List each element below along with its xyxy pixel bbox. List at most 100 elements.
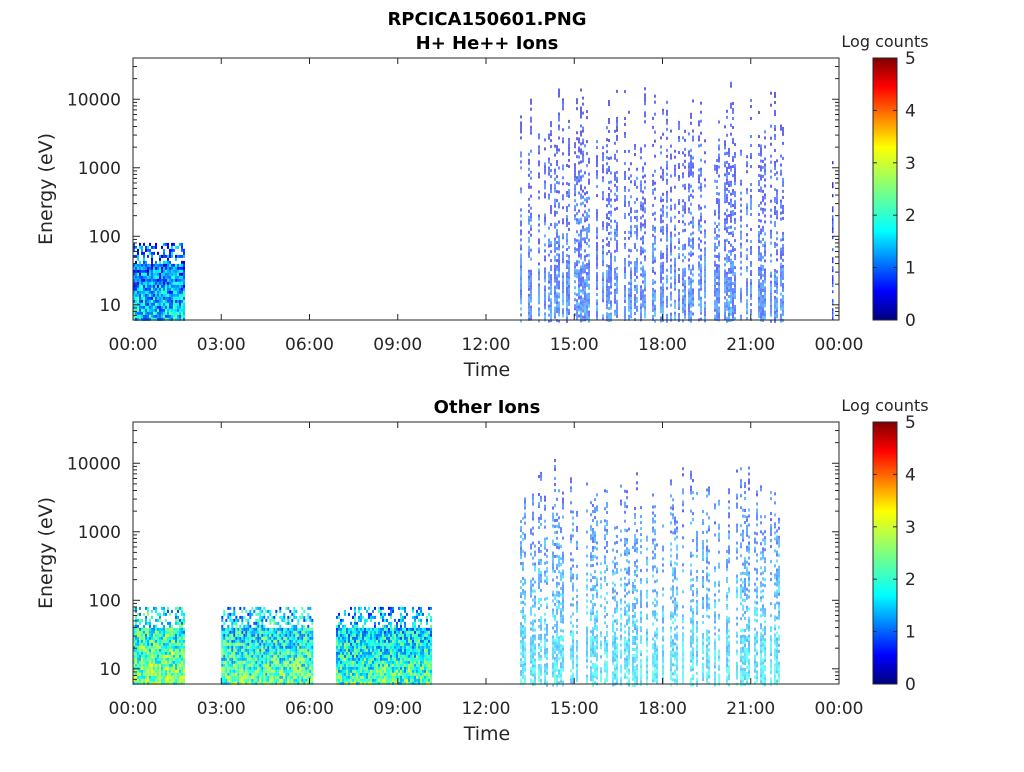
heatmap-cell bbox=[554, 199, 555, 202]
heatmap-cell bbox=[241, 679, 243, 682]
heatmap-cell bbox=[740, 297, 741, 300]
heatmap-cell bbox=[231, 631, 233, 634]
heatmap-cell bbox=[562, 251, 563, 254]
heatmap-cell bbox=[562, 314, 563, 317]
heatmap-cell bbox=[141, 285, 143, 288]
heatmap-cell bbox=[782, 205, 783, 208]
heatmap-cell bbox=[235, 673, 237, 676]
heatmap-cell bbox=[311, 667, 313, 670]
heatmap-cell bbox=[544, 183, 545, 186]
heatmap-cell bbox=[155, 285, 157, 288]
heatmap-cell bbox=[159, 255, 161, 258]
heatmap-cell bbox=[544, 294, 545, 297]
heatmap-cell bbox=[760, 175, 761, 178]
heatmap-cell bbox=[538, 241, 539, 244]
heatmap-cell bbox=[309, 661, 311, 664]
heatmap-cell bbox=[704, 292, 705, 295]
heatmap-cell bbox=[227, 637, 229, 640]
heatmap-cell bbox=[758, 240, 759, 243]
heatmap-cell bbox=[259, 655, 261, 658]
heatmap-cell bbox=[562, 245, 563, 248]
heatmap-cell bbox=[576, 314, 577, 317]
heatmap-cell bbox=[153, 309, 155, 312]
heatmap-cell bbox=[780, 125, 781, 128]
heatmap-cell bbox=[159, 282, 161, 285]
heatmap-cell bbox=[229, 679, 231, 682]
heatmap-cell bbox=[740, 246, 741, 249]
heatmap-cell bbox=[169, 300, 171, 303]
heatmap-cell bbox=[726, 200, 727, 203]
heatmap-cell bbox=[746, 170, 747, 173]
heatmap-cell bbox=[776, 237, 777, 240]
heatmap-cell bbox=[654, 95, 655, 98]
heatmap-cell bbox=[576, 260, 577, 263]
heatmap-cell bbox=[243, 628, 245, 631]
heatmap-cell bbox=[269, 667, 271, 670]
heatmap-cell bbox=[279, 649, 281, 652]
heatmap-cell bbox=[666, 191, 667, 194]
heatmap-cell bbox=[630, 285, 631, 288]
heatmap-cell bbox=[666, 101, 667, 104]
heatmap-cell bbox=[231, 625, 233, 628]
heatmap-cell bbox=[644, 255, 645, 258]
heatmap-cell bbox=[714, 309, 715, 312]
heatmap-cell bbox=[163, 610, 165, 613]
heatmap-cell bbox=[562, 167, 563, 170]
heatmap-cell bbox=[674, 204, 675, 207]
heatmap-cell bbox=[596, 275, 597, 278]
heatmap-cell bbox=[554, 292, 555, 295]
heatmap-cell bbox=[227, 655, 229, 658]
heatmap-cell bbox=[764, 274, 765, 277]
heatmap-cell bbox=[253, 676, 255, 679]
heatmap-cell bbox=[336, 655, 338, 658]
heatmap-cell bbox=[153, 640, 155, 643]
heatmap-cell bbox=[562, 296, 563, 299]
heatmap-cell bbox=[257, 607, 259, 610]
heatmap-cell bbox=[520, 160, 521, 163]
heatmap-cell bbox=[562, 302, 563, 305]
heatmap-cell bbox=[279, 661, 281, 664]
heatmap-cell bbox=[726, 260, 727, 263]
heatmap-cell bbox=[674, 258, 675, 261]
heatmap-cell bbox=[558, 269, 559, 272]
heatmap-cell bbox=[662, 268, 663, 271]
heatmap-cell bbox=[163, 661, 165, 664]
heatmap-cell bbox=[307, 628, 309, 631]
heatmap-cell bbox=[151, 261, 153, 264]
heatmap-cell bbox=[562, 290, 563, 293]
heatmap-cell bbox=[530, 99, 531, 102]
heatmap-cell bbox=[181, 655, 183, 658]
heatmap-cell bbox=[602, 254, 603, 257]
heatmap-cell bbox=[299, 652, 301, 655]
heatmap-cell bbox=[177, 658, 179, 661]
heatmap-cell bbox=[299, 616, 301, 619]
heatmap-cell bbox=[137, 258, 139, 261]
heatmap-cell bbox=[774, 275, 775, 278]
heatmap-cell bbox=[225, 664, 227, 667]
heatmap-cell bbox=[760, 292, 761, 295]
heatmap-cell bbox=[636, 276, 637, 279]
heatmap-cell bbox=[688, 267, 689, 270]
heatmap-cell bbox=[556, 280, 557, 283]
heatmap-cell bbox=[163, 294, 165, 297]
heatmap-cell bbox=[690, 158, 691, 161]
heatmap-cell bbox=[221, 619, 223, 622]
heatmap-cell bbox=[640, 180, 641, 183]
heatmap-cell bbox=[558, 284, 559, 287]
heatmap-cell bbox=[271, 646, 273, 649]
heatmap-block bbox=[133, 607, 185, 685]
heatmap-cell bbox=[780, 272, 781, 275]
heatmap-cell bbox=[550, 307, 551, 310]
heatmap-cell bbox=[624, 132, 625, 135]
heatmap-cell bbox=[700, 306, 701, 309]
heatmap-cell bbox=[139, 270, 141, 273]
heatmap-cell bbox=[145, 279, 147, 282]
heatmap-cell bbox=[297, 634, 299, 637]
heatmap-cell bbox=[275, 631, 277, 634]
heatmap-cell bbox=[151, 643, 153, 646]
heatmap-cell bbox=[167, 255, 169, 258]
heatmap-cell bbox=[255, 661, 257, 664]
heatmap-cell bbox=[700, 219, 701, 222]
heatmap-cell bbox=[301, 631, 303, 634]
heatmap-cell bbox=[616, 159, 617, 162]
